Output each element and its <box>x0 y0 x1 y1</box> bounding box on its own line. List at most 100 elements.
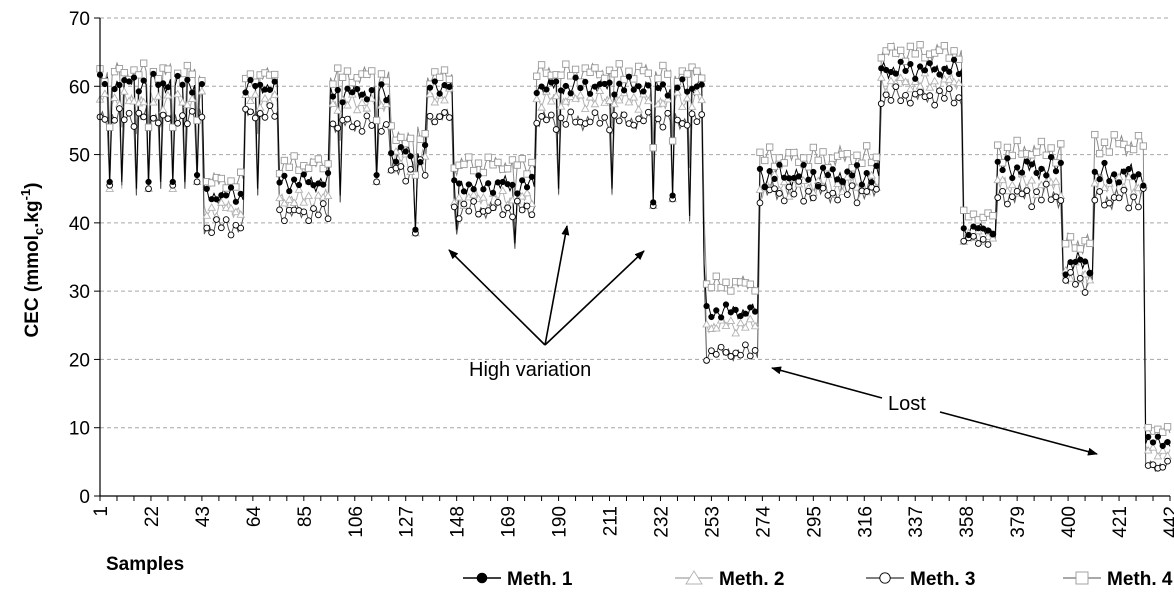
data-point <box>853 162 861 169</box>
data-point <box>605 96 614 104</box>
data-point <box>498 186 508 194</box>
data-point <box>771 175 778 183</box>
data-point <box>1095 149 1104 158</box>
data-point <box>582 78 589 85</box>
data-point <box>1007 180 1017 189</box>
data-point <box>1115 194 1123 202</box>
data-point <box>969 210 978 218</box>
data-point <box>421 172 429 179</box>
data-point <box>795 173 802 180</box>
data-point <box>232 198 239 205</box>
data-point <box>480 186 487 193</box>
data-point <box>810 168 817 176</box>
data-point <box>1086 239 1094 248</box>
data-point <box>479 168 488 177</box>
data-point <box>518 206 526 214</box>
data-point <box>742 341 749 349</box>
data-point <box>1003 143 1012 152</box>
data-point <box>799 154 808 162</box>
data-point <box>193 171 201 179</box>
data-point <box>742 310 749 317</box>
data-point <box>562 82 569 90</box>
data-point <box>1072 280 1079 288</box>
data-point <box>562 121 570 128</box>
data-point <box>1032 148 1041 156</box>
data-point <box>926 92 934 100</box>
data-point <box>819 148 827 156</box>
series-line-4 <box>99 41 1171 439</box>
data-point <box>572 74 579 81</box>
data-point <box>397 163 405 170</box>
data-point <box>227 231 235 239</box>
data-point <box>912 75 919 82</box>
data-point <box>858 181 865 188</box>
data-point <box>916 88 924 96</box>
data-point <box>284 195 294 203</box>
data-point <box>416 135 424 143</box>
data-point <box>761 156 769 165</box>
data-point <box>882 91 890 99</box>
data-point <box>164 115 172 123</box>
data-point <box>179 81 186 88</box>
y-tick-labels: 0 10 20 30 40 50 60 70 <box>69 9 90 508</box>
data-point <box>436 113 444 120</box>
data-point <box>713 307 720 314</box>
data-point <box>654 84 662 92</box>
data-point <box>144 123 153 131</box>
data-point <box>586 118 594 126</box>
data-point <box>741 322 750 331</box>
data-point <box>1091 130 1099 139</box>
data-point <box>237 168 245 176</box>
data-point <box>1051 177 1061 185</box>
data-point <box>674 116 681 124</box>
legend-marker <box>476 572 488 584</box>
data-point <box>1140 182 1147 189</box>
data-point <box>1100 138 1109 146</box>
data-point <box>567 90 574 97</box>
annotation-lost: Lost <box>888 393 926 415</box>
data-point <box>737 312 744 320</box>
y-tick-label: 20 <box>69 350 90 371</box>
x-tick-label: 106 <box>346 506 367 538</box>
data-point <box>503 165 512 173</box>
data-point <box>362 103 372 112</box>
data-point <box>1125 204 1133 212</box>
data-point <box>950 47 958 55</box>
x-tick-labels: 1 22 43 64 85 106 127 148 169 190 211 232 253 274 295 3… <box>91 506 1174 538</box>
data-point <box>339 99 346 106</box>
data-point <box>780 197 788 205</box>
data-point <box>247 108 254 116</box>
data-point <box>829 189 837 197</box>
data-point <box>994 158 1001 165</box>
data-point <box>698 81 705 88</box>
data-point <box>460 200 468 208</box>
data-point <box>863 169 870 177</box>
data-point <box>897 46 905 55</box>
data-point <box>611 111 618 119</box>
data-point <box>115 64 124 73</box>
data-point <box>397 133 405 142</box>
data-point <box>402 177 410 185</box>
data-point <box>708 313 715 321</box>
data-point <box>271 70 279 79</box>
data-point <box>508 156 517 164</box>
data-point <box>250 90 260 98</box>
data-point <box>1008 151 1016 160</box>
data-point <box>281 217 288 225</box>
data-point <box>314 155 323 163</box>
data-point <box>509 213 516 221</box>
data-point <box>140 59 148 67</box>
data-point <box>397 144 404 151</box>
legend-item-1: Meth. 1 <box>463 569 573 590</box>
data-point <box>867 170 876 179</box>
x-tick-label: 169 <box>499 506 520 538</box>
data-point <box>251 114 259 122</box>
data-point <box>207 179 216 187</box>
data-point <box>513 197 521 205</box>
data-point <box>682 93 692 102</box>
data-point <box>731 328 741 337</box>
data-point <box>553 78 560 85</box>
data-point <box>718 314 725 321</box>
data-point <box>407 165 414 173</box>
data-point <box>872 153 881 161</box>
